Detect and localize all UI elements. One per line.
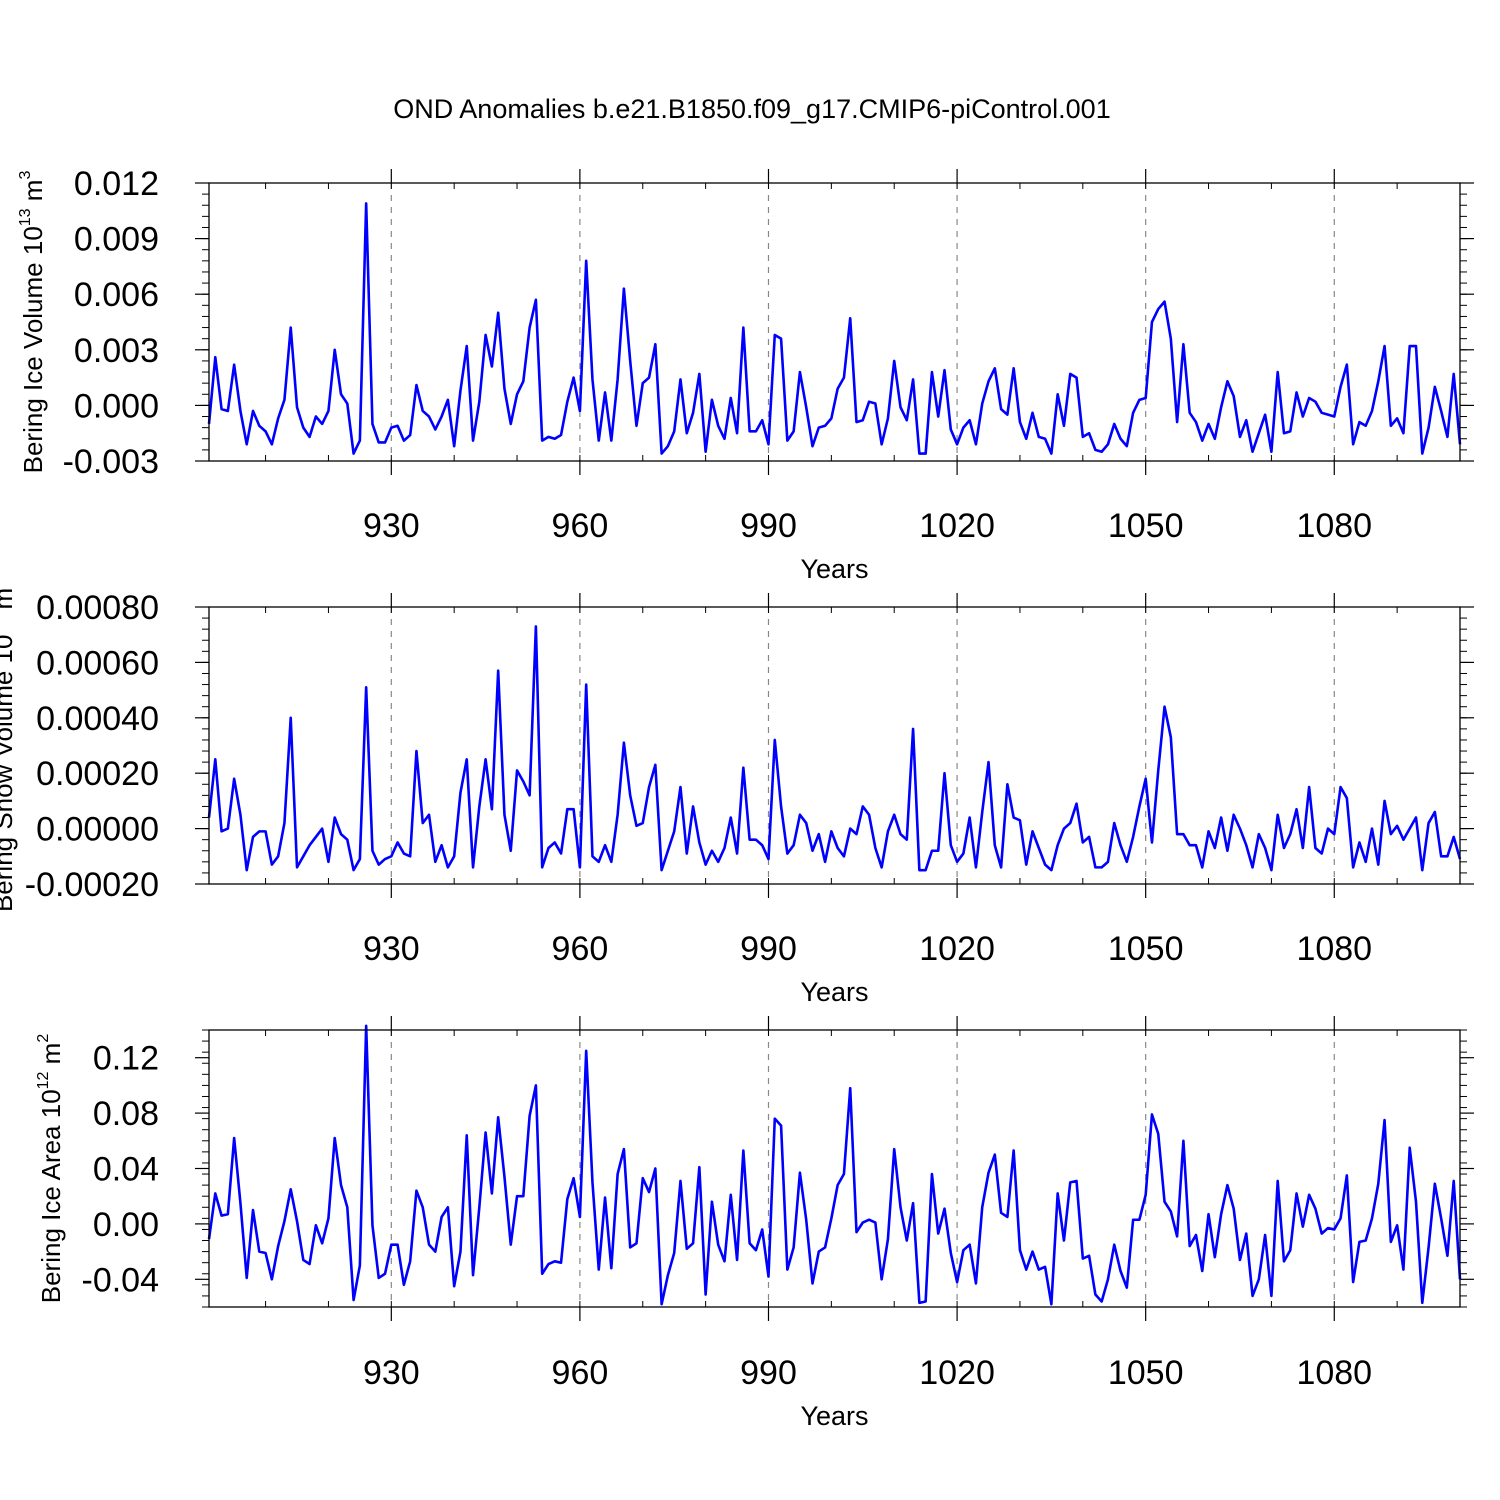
panel-ice-volume: 930 960 990 1020 1050 1080 0.012 0.009 0.006 0.00… — [17, 165, 1474, 584]
y-axis-label: Bering Snow Volume 1013 m3 — [0, 579, 18, 912]
x-tick-label: 990 — [740, 507, 797, 545]
x-tick-label: 1020 — [919, 507, 995, 545]
y-axis-label-unit-exp: 3 — [0, 579, 4, 588]
series-line-ice-area — [207, 1024, 1462, 1306]
x-tick-label: 960 — [552, 507, 609, 545]
y-tick-label: -0.003 — [63, 443, 159, 481]
panel-ice-area: 930 960 990 1020 1050 1080 0.12 0.08 0.04 0.00 -0.… — [35, 1016, 1474, 1431]
y-tick-label: 0.00020 — [36, 755, 159, 793]
x-tick-label: 930 — [363, 1354, 420, 1392]
plot-frame — [208, 606, 1461, 885]
y-tick-label: 0.04 — [93, 1151, 159, 1189]
series-line-snow-volume — [207, 625, 1462, 872]
y-tick-label: 0.00080 — [36, 589, 159, 627]
x-tick-label: 1050 — [1108, 507, 1184, 545]
panel-snow-volume: 930 960 990 1020 1050 1080 0.00080 0.00060 0.000… — [0, 579, 1474, 1007]
x-tick-label: 1080 — [1296, 507, 1372, 545]
y-tick-label: 0.00040 — [36, 700, 159, 738]
y-tick-label: 0.006 — [74, 276, 159, 314]
y-tick-label: 0.000 — [74, 387, 159, 425]
y-tick-label: 0.00000 — [36, 811, 159, 849]
x-tick-label: 1050 — [1108, 930, 1184, 968]
y-tick-label: 0.00060 — [36, 644, 159, 682]
y-axis-label-unit-exp: 3 — [17, 171, 34, 180]
x-tick-label: 1020 — [919, 930, 995, 968]
x-axis-label: Years — [800, 977, 868, 1007]
y-axis-label-text: Bering Ice Volume 10 — [18, 226, 48, 473]
series-line-ice-volume — [207, 202, 1462, 455]
y-tick-label: 0.012 — [74, 165, 159, 203]
plot-frame — [208, 182, 1461, 462]
y-tick-label: 0.00 — [93, 1206, 159, 1244]
y-tick-label: -0.00020 — [25, 866, 159, 904]
y-axis-label-text: Bering Ice Area 10 — [36, 1089, 66, 1303]
x-tick-label: 1080 — [1296, 1354, 1372, 1392]
y-tick-label: 0.003 — [74, 332, 159, 370]
x-tick-label: 1050 — [1108, 1354, 1184, 1392]
x-tick-label: 930 — [363, 507, 420, 545]
figure-title: OND Anomalies b.e21.B1850.f09_g17.CMIP6-… — [393, 94, 1110, 124]
y-axis-label-unit: m — [0, 588, 18, 617]
x-tick-label: 990 — [740, 1354, 797, 1392]
y-tick-label: 0.12 — [93, 1040, 159, 1078]
y-axis-label-unit: m — [18, 180, 48, 209]
plot-frame — [208, 1029, 1461, 1308]
y-axis-label: Bering Ice Area 1012 m2 — [35, 1034, 66, 1304]
y-axis-label-exp: 13 — [0, 617, 4, 635]
y-axis-label-unit-exp: 2 — [35, 1034, 52, 1043]
y-axis-label-exp: 12 — [35, 1071, 52, 1089]
y-axis-label-text: Bering Snow Volume 10 — [0, 635, 18, 913]
x-tick-label: 960 — [552, 930, 609, 968]
y-tick-label: 0.009 — [74, 221, 159, 259]
x-axis-label: Years — [800, 554, 868, 584]
x-tick-label: 1020 — [919, 1354, 995, 1392]
x-axis-label: Years — [800, 1401, 868, 1431]
y-axis-label-unit: m — [36, 1043, 66, 1072]
y-tick-label: -0.04 — [82, 1261, 160, 1299]
x-tick-label: 990 — [740, 930, 797, 968]
y-axis-label: Bering Ice Volume 1013 m3 — [17, 171, 48, 474]
x-tick-label: 930 — [363, 930, 420, 968]
y-tick-label: 0.08 — [93, 1095, 159, 1133]
y-axis-label-exp: 13 — [17, 208, 34, 226]
x-tick-label: 960 — [552, 1354, 609, 1392]
x-tick-label: 1080 — [1296, 930, 1372, 968]
